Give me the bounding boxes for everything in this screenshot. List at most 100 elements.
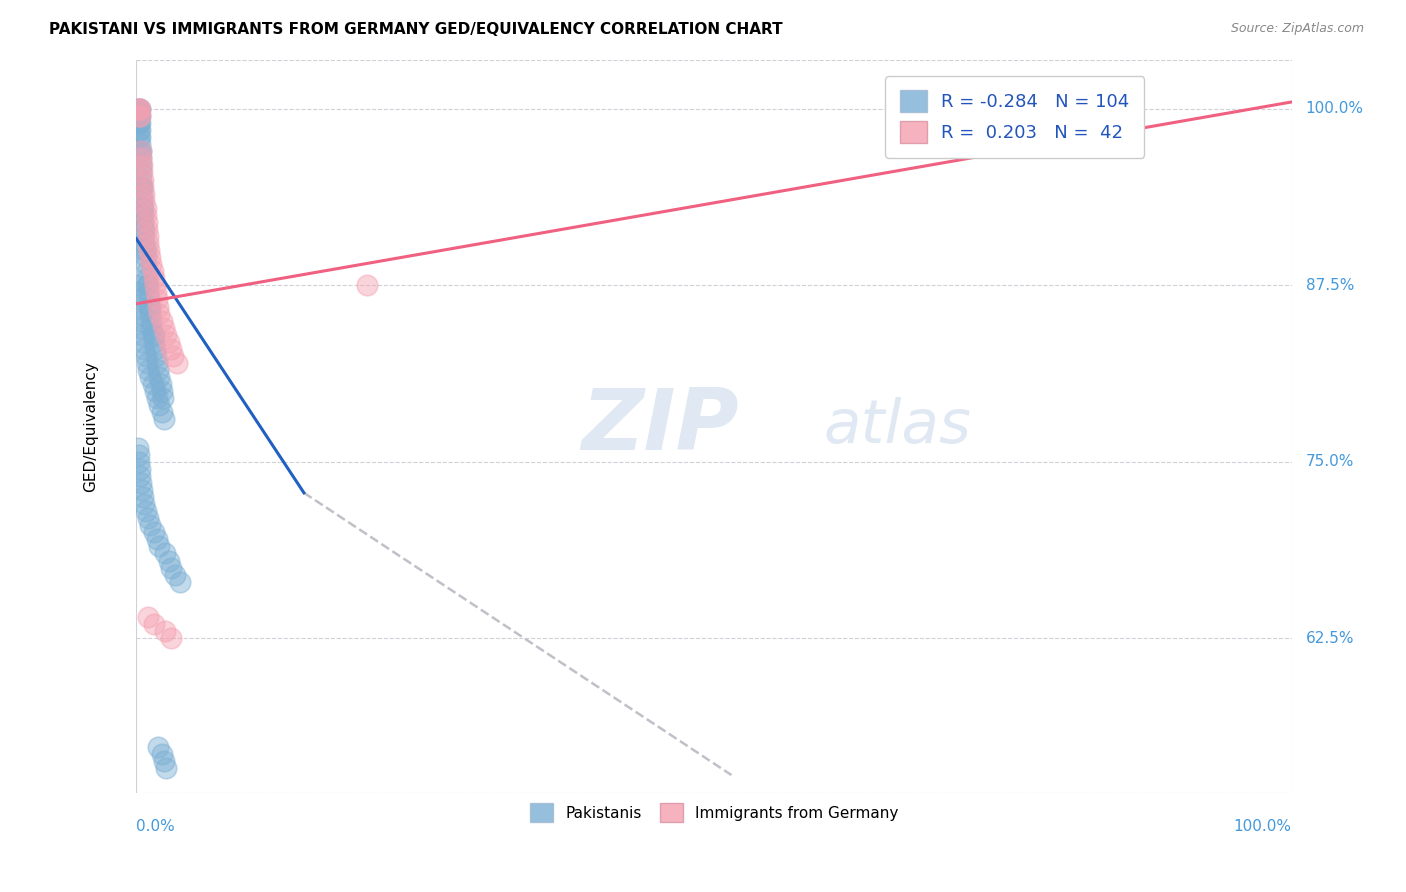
Point: [145, 349, 167, 363]
Point: [131, 201, 153, 215]
Point: [129, 320, 152, 334]
Point: [135, 250, 157, 264]
Point: [148, 540, 170, 554]
Point: [131, 483, 153, 497]
Point: [128, 104, 150, 119]
Point: [128, 109, 150, 123]
Point: [135, 208, 157, 222]
Point: [128, 109, 150, 123]
Point: [153, 320, 176, 334]
Point: [132, 201, 155, 215]
Point: [135, 278, 157, 293]
Point: [129, 145, 152, 159]
Point: [127, 109, 149, 123]
Text: 87.5%: 87.5%: [1306, 278, 1354, 293]
Point: [136, 235, 159, 250]
Text: GED/Equivalency: GED/Equivalency: [83, 361, 97, 491]
Point: [142, 327, 165, 342]
Point: [166, 356, 188, 370]
Point: [134, 186, 156, 201]
Point: [131, 208, 153, 222]
Point: [148, 398, 170, 412]
Point: [149, 377, 172, 392]
Text: Source: ZipAtlas.com: Source: ZipAtlas.com: [1230, 22, 1364, 36]
Point: [139, 307, 162, 321]
Point: [134, 222, 156, 236]
Point: [162, 349, 184, 363]
Point: [129, 152, 152, 166]
Point: [131, 327, 153, 342]
Point: [155, 327, 177, 342]
Point: [128, 307, 150, 321]
Point: [138, 293, 160, 307]
Text: 62.5%: 62.5%: [1306, 631, 1354, 646]
Point: [129, 165, 152, 179]
Point: [128, 300, 150, 314]
Point: [128, 293, 150, 307]
Text: 0.0%: 0.0%: [136, 819, 176, 834]
Point: [129, 158, 152, 172]
Point: [135, 201, 157, 215]
Point: [145, 285, 167, 300]
Point: [128, 116, 150, 130]
Point: [146, 533, 169, 547]
Text: 75.0%: 75.0%: [1306, 454, 1354, 469]
Point: [141, 320, 163, 334]
Point: [132, 222, 155, 236]
Point: [131, 179, 153, 194]
Point: [136, 285, 159, 300]
Point: [127, 441, 149, 455]
Point: [131, 186, 153, 201]
Point: [135, 271, 157, 285]
Legend: Pakistanis, Immigrants from Germany: Pakistanis, Immigrants from Germany: [522, 796, 905, 830]
Point: [148, 307, 170, 321]
Point: [134, 497, 156, 511]
Point: [131, 158, 153, 172]
Point: [131, 194, 153, 208]
Point: [148, 363, 170, 377]
Point: [160, 560, 183, 574]
Point: [143, 342, 166, 356]
Point: [155, 761, 177, 775]
Point: [135, 243, 157, 257]
Point: [128, 455, 150, 469]
Point: [146, 356, 169, 370]
Point: [128, 130, 150, 145]
Point: [127, 102, 149, 116]
Point: [157, 334, 180, 349]
Point: [160, 631, 183, 645]
Point: [136, 363, 159, 377]
Point: [132, 490, 155, 504]
Point: [356, 278, 378, 293]
Point: [128, 145, 150, 159]
Point: [135, 257, 157, 271]
Point: [132, 334, 155, 349]
Point: [128, 123, 150, 137]
Point: [135, 349, 157, 363]
Point: [128, 102, 150, 116]
Point: [138, 243, 160, 257]
Point: [142, 617, 165, 632]
Point: [157, 553, 180, 567]
Point: [150, 747, 173, 761]
Point: [127, 116, 149, 130]
Point: [129, 152, 152, 166]
Point: [129, 475, 152, 490]
Text: atlas: atlas: [824, 397, 972, 456]
Point: [163, 567, 186, 582]
Point: [138, 300, 160, 314]
Point: [142, 271, 165, 285]
Point: [153, 754, 176, 768]
Point: [136, 278, 159, 293]
Point: [141, 313, 163, 327]
Point: [128, 130, 150, 145]
Point: [127, 278, 149, 293]
Point: [153, 412, 176, 426]
Point: [128, 116, 150, 130]
Point: [143, 384, 166, 399]
Point: [142, 377, 165, 392]
Point: [132, 179, 155, 194]
Point: [142, 525, 165, 540]
Point: [136, 610, 159, 624]
Point: [135, 356, 157, 370]
